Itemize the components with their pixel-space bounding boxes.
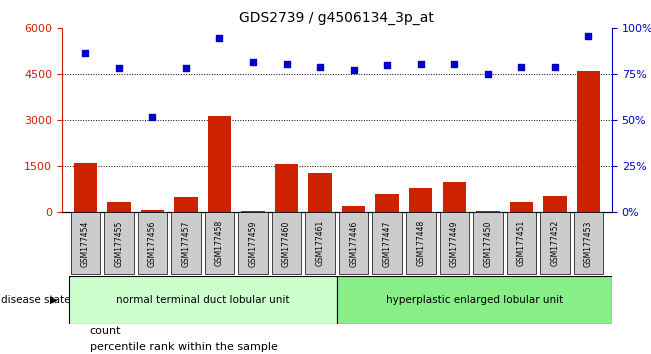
Text: GSM177459: GSM177459	[249, 220, 258, 267]
Bar	[204, 212, 234, 274]
Text: GSM177454: GSM177454	[81, 220, 90, 267]
Bar	[337, 276, 612, 324]
Bar	[409, 188, 432, 212]
Bar	[476, 211, 499, 212]
Point	[516, 64, 527, 69]
Bar	[439, 212, 469, 274]
Point	[382, 62, 393, 68]
Text: GSM177449: GSM177449	[450, 220, 459, 267]
Bar	[339, 212, 368, 274]
Title: GDS2739 / g4506134_3p_at: GDS2739 / g4506134_3p_at	[240, 11, 434, 24]
Bar	[473, 212, 503, 274]
Text: hyperplastic enlarged lobular unit: hyperplastic enlarged lobular unit	[386, 295, 563, 305]
Text: normal terminal duct lobular unit: normal terminal duct lobular unit	[116, 295, 290, 305]
Bar	[406, 212, 436, 274]
Point	[315, 64, 326, 69]
Point	[415, 61, 426, 67]
Text: ▶: ▶	[49, 295, 57, 305]
Text: GSM177461: GSM177461	[316, 220, 325, 267]
Bar	[540, 212, 570, 274]
Point	[147, 114, 158, 120]
Text: GSM177460: GSM177460	[282, 220, 291, 267]
Bar	[372, 212, 402, 274]
Bar	[74, 163, 97, 212]
Text: GSM177452: GSM177452	[550, 220, 559, 267]
Bar	[68, 276, 337, 324]
Bar	[574, 212, 603, 274]
Bar	[272, 212, 301, 274]
Bar	[107, 202, 131, 212]
Bar	[174, 197, 198, 212]
Text: GSM177446: GSM177446	[349, 220, 358, 267]
Text: GSM177453: GSM177453	[584, 220, 593, 267]
Bar	[242, 211, 265, 212]
Text: percentile rank within the sample: percentile rank within the sample	[90, 342, 278, 352]
Bar	[510, 202, 533, 212]
Text: count: count	[90, 326, 121, 336]
Text: disease state: disease state	[1, 295, 71, 305]
Text: GSM177447: GSM177447	[383, 220, 392, 267]
Point	[348, 67, 359, 73]
Text: GSM177456: GSM177456	[148, 220, 157, 267]
Text: GSM177451: GSM177451	[517, 220, 526, 267]
Point	[281, 61, 292, 67]
Bar	[137, 212, 167, 274]
Bar	[506, 212, 536, 274]
Bar	[275, 164, 298, 212]
Bar	[309, 172, 332, 212]
Bar	[171, 212, 201, 274]
Text: GSM177455: GSM177455	[115, 220, 124, 267]
Point	[449, 61, 460, 67]
Bar	[208, 116, 231, 212]
Bar	[577, 71, 600, 212]
Bar	[238, 212, 268, 274]
Bar	[141, 210, 164, 212]
Point	[80, 50, 90, 56]
Point	[549, 64, 560, 69]
Text: GSM177458: GSM177458	[215, 220, 224, 267]
Text: GSM177457: GSM177457	[182, 220, 191, 267]
Bar	[443, 182, 466, 212]
Bar	[305, 212, 335, 274]
Bar	[543, 195, 566, 212]
Text: GSM177450: GSM177450	[483, 220, 492, 267]
Point	[114, 65, 124, 71]
Bar	[342, 206, 365, 212]
Bar	[104, 212, 133, 274]
Bar	[376, 194, 399, 212]
Bar	[70, 212, 100, 274]
Point	[482, 72, 493, 77]
Point	[248, 59, 258, 65]
Point	[583, 33, 594, 39]
Text: GSM177448: GSM177448	[416, 220, 425, 267]
Point	[181, 65, 191, 71]
Point	[214, 35, 225, 40]
